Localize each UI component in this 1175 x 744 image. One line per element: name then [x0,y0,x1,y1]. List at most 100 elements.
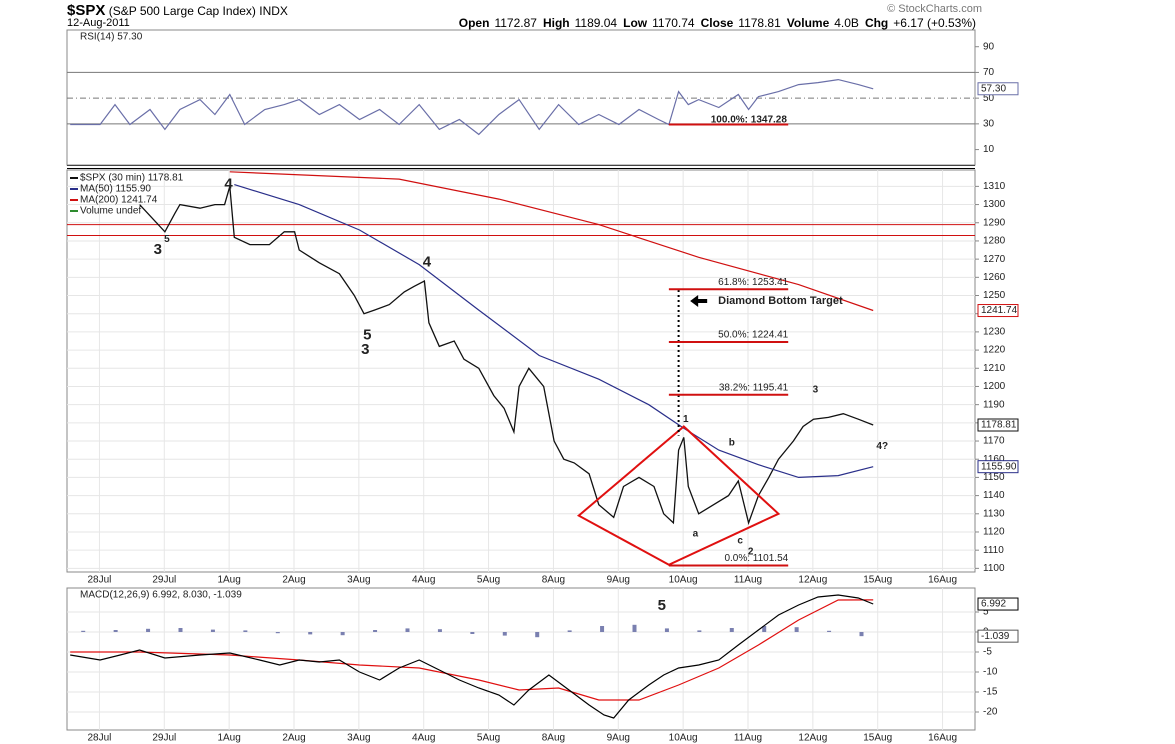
y-tick-label: 1100 [983,563,1005,574]
x-tick-label: 4Aug [412,733,435,744]
annotation-text: b [729,437,735,448]
histogram-bar [632,624,637,632]
y-tick-label: 70 [983,67,995,78]
y-tick-label: -10 [983,667,998,678]
series-line [70,594,874,719]
symbol-line: $SPX (S&P 500 Large Cap Index) INDX [67,2,288,19]
quote-label: Close [700,16,734,30]
y-tick-label: 1310 [983,181,1006,192]
symbol-name: (S&P 500 Large Cap Index) INDX [108,4,288,18]
histogram-bar [437,629,442,632]
panel-title: MACD(12,26,9) 6.992, 8.030, -1.039 [80,590,242,601]
fib-label: 61.8%: 1253.41 [718,277,788,288]
histogram-bar [113,630,118,632]
x-tick-label: 12Aug [798,733,827,744]
x-tick-label: 28Jul [87,733,111,744]
copyright: © StockCharts.com [887,3,982,15]
annotation-text: 3 [361,341,369,358]
x-tick-label: 1Aug [217,733,240,744]
annotation-text: 5 [363,326,371,343]
fib-label: 0.0%: 1101.54 [724,553,788,564]
symbol: $SPX [67,2,106,19]
y-tick-label: 1210 [983,363,1006,374]
panel-frame [66,29,976,166]
header: $SPX (S&P 500 Large Cap Index) INDX 12-A… [67,0,982,30]
x-tick-label: 9Aug [607,575,630,586]
last-value-label: 1241.74 [981,305,1018,316]
quote-value: 1189.04 [574,16,618,30]
last-value-tag [977,597,1019,611]
panel-title: RSI(14) 57.30 [80,32,143,43]
y-tick-label: 1190 [983,399,1005,410]
last-value-tag [977,304,1019,318]
histogram-bar [794,627,799,632]
histogram-bar [827,630,832,632]
histogram-bar [470,632,475,634]
y-tick-label: 1110 [983,545,1004,556]
quote-label: High [542,16,570,30]
pattern-outline [576,425,781,566]
y-tick-label: 1290 [983,217,1006,228]
y-tick-label: 1140 [983,490,1005,501]
annotation-text: 1 [683,414,689,425]
last-value-tag [977,460,1019,474]
annotation-text: 5 [658,597,666,614]
y-tick-label: 1270 [983,254,1006,265]
y-tick-label: 50 [983,93,995,104]
series-line [70,599,874,701]
x-tick-label: 10Aug [669,733,698,744]
histogram-bar [178,628,183,632]
quote-label: Low [623,16,648,30]
y-tick-label: 1300 [983,199,1006,210]
series-line [70,78,874,136]
quote: Open 1172.87 High 1189.04 Low 1170.74 Close 117… [459,16,982,30]
annotation-text: a [693,528,699,539]
annotation-text: Diamond Bottom Target [718,295,843,307]
last-value-label: 57.30 [981,83,1006,94]
y-tick-label: 1280 [983,236,1006,247]
x-tick-label: 16Aug [928,733,957,744]
histogram-bar [275,632,280,634]
annotation-text: 3 [813,385,819,396]
x-tick-label: 28Jul [87,575,111,586]
panel-frame [66,169,976,573]
histogram-bar [210,629,215,632]
x-tick-label: 29Jul [152,733,176,744]
annotation-text: 4 [423,254,432,271]
y-tick-label: 1250 [983,290,1006,301]
last-value-label: 1155.90 [981,461,1017,472]
y-tick-label: 30 [983,118,995,129]
quote-value: 1178.81 [738,16,781,30]
last-value-tag [977,629,1019,643]
annotation-text: c [737,536,743,547]
y-tick-label: 1220 [983,345,1006,356]
x-tick-label: 2Aug [282,733,305,744]
last-value-tag [977,82,1019,96]
x-tick-label: 8Aug [542,575,565,586]
series-line [229,171,874,312]
x-tick-label: 16Aug [928,575,957,586]
y-tick-label: 1150 [983,472,1005,483]
quote-label: Open [458,16,490,30]
x-tick-label: 1Aug [217,575,240,586]
histogram-bar [243,630,248,632]
y-tick-label: -15 [983,687,998,698]
x-tick-label: 9Aug [607,733,630,744]
last-value-label: -1.039 [981,631,1010,642]
y-tick-label: 1130 [983,508,1005,519]
y-tick-label: 5 [983,607,989,618]
annotation-text: 2 [748,547,754,558]
histogram-bar [81,630,86,632]
x-tick-label: 5Aug [477,733,500,744]
x-tick-label: 15Aug [863,575,892,586]
x-tick-label: 4Aug [412,575,435,586]
y-tick-label: 1260 [983,272,1006,283]
x-tick-label: 10Aug [669,575,698,586]
y-tick-label: 90 [983,41,995,52]
histogram-bar [729,628,734,632]
annotation-text: 5 [164,234,170,245]
x-tick-label: 5Aug [477,575,500,586]
arrow [690,294,708,307]
histogram-bar [600,626,605,632]
